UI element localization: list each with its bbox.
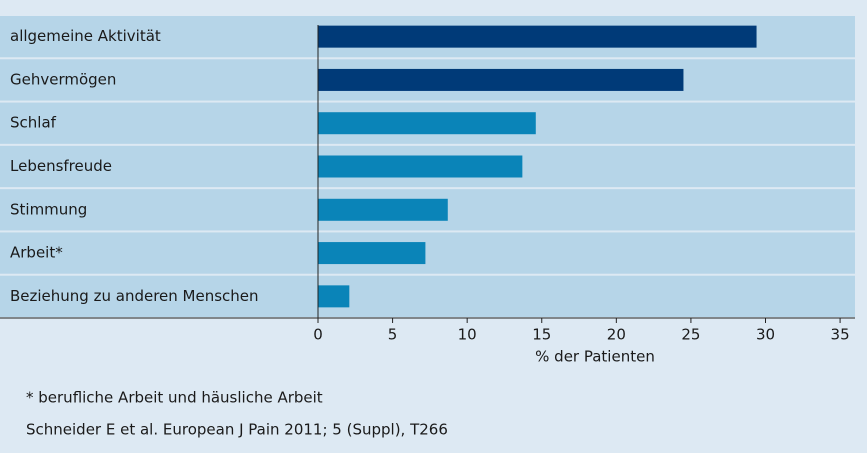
row-band <box>0 232 855 274</box>
x-tick-label: 15 <box>532 326 551 344</box>
bar <box>318 198 448 221</box>
category-label: Stimmung <box>10 200 87 218</box>
bar <box>318 25 757 48</box>
source: Schneider E et al. European J Pain 2011;… <box>26 421 448 439</box>
category-label: Lebensfreude <box>10 157 112 175</box>
x-tick-label: 20 <box>607 326 626 344</box>
footnote: * berufliche Arbeit und häusliche Arbeit <box>26 389 323 407</box>
category-label: Gehvermögen <box>10 70 116 88</box>
x-tick-label: 10 <box>458 326 477 344</box>
bar <box>318 112 536 135</box>
bar <box>318 68 684 91</box>
x-tick-label: 25 <box>681 326 700 344</box>
x-tick-label: 30 <box>756 326 775 344</box>
bar <box>318 285 350 308</box>
row-band <box>0 275 855 317</box>
category-label: allgemeine Aktivität <box>10 27 161 45</box>
x-tick-label: 0 <box>313 326 323 344</box>
bar <box>318 242 426 265</box>
x-axis-label: % der Patienten <box>535 348 655 366</box>
x-tick-label: 5 <box>388 326 398 344</box>
bar <box>318 155 523 178</box>
x-tick-label: 35 <box>831 326 850 344</box>
category-label: Beziehung zu anderen Menschen <box>10 287 259 305</box>
category-label: Arbeit* <box>10 244 63 262</box>
category-label: Schlaf <box>10 114 57 132</box>
